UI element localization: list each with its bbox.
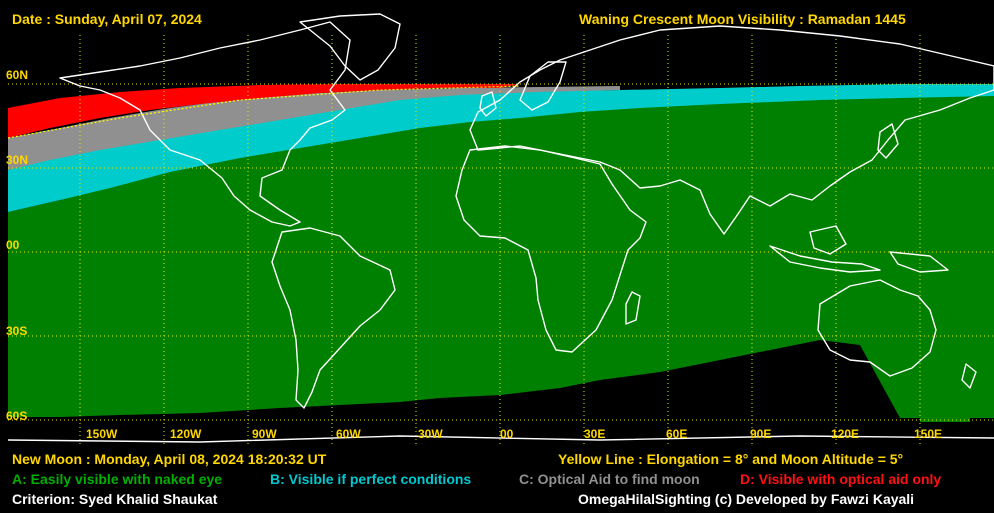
british-isles-outline: [479, 91, 497, 117]
scandinavia-outline: [519, 61, 567, 111]
yellow-line-info: Yellow Line : Elongation = 8° and Moon A…: [558, 451, 904, 467]
coastlines: [7, 13, 994, 443]
new-zealand-outline: [961, 363, 977, 389]
graticule: [8, 35, 994, 445]
south-america-outline: [271, 227, 396, 409]
madagascar-outline: [625, 291, 641, 325]
lon-label-60e: 60E: [666, 427, 688, 441]
indonesia-outline: [769, 245, 881, 273]
new-guinea-outline: [889, 251, 949, 273]
lon-label-90e: 90E: [750, 427, 772, 441]
zone-d-optical-aid-only: [8, 84, 520, 138]
lon-label-150w: 150W: [86, 427, 118, 441]
lat-label-60s: 60S: [6, 409, 28, 423]
antarctica-edge: [7, 435, 994, 443]
legend-a: A: Easily visible with naked eye: [12, 471, 223, 487]
zone-a-naked-eye: [8, 84, 994, 422]
borneo-outline: [809, 225, 847, 255]
lon-label-120e: 120E: [831, 427, 860, 441]
africa-outline: [455, 145, 647, 353]
lon-label-30e: 30E: [584, 427, 606, 441]
lat-label-60n: 60N: [6, 68, 29, 82]
lon-label-00: 00: [500, 427, 514, 441]
greenland-outline: [299, 13, 401, 81]
new-moon-info: New Moon : Monday, April 08, 2024 18:20:…: [12, 451, 327, 467]
lon-label-60w: 60W: [336, 427, 361, 441]
lon-label-90w: 90W: [252, 427, 277, 441]
lon-label-120w: 120W: [170, 427, 202, 441]
lon-label-30w: 30W: [418, 427, 443, 441]
map-title: Waning Crescent Moon Visibility : Ramada…: [579, 11, 906, 27]
eurasia-outline: [469, 25, 994, 235]
zone-c-optical-aid-find: [8, 86, 620, 170]
criterion-label: Criterion: Syed Khalid Shaukat: [12, 491, 218, 507]
date-label: Date : Sunday, April 07, 2024: [12, 11, 202, 27]
japan-outline: [877, 123, 899, 159]
lat-label-00: 00: [6, 238, 20, 252]
visibility-zones: [8, 84, 994, 422]
australia-outline: [817, 279, 937, 377]
lon-label-150e: 150E: [914, 427, 943, 441]
legend-c: C: Optical Aid to find moon: [519, 471, 700, 487]
lat-label-30s: 30S: [6, 324, 28, 338]
lat-label-30n: 30N: [6, 153, 29, 167]
north-america-outline: [59, 21, 351, 227]
legend-b: B: Visible if perfect conditions: [270, 471, 472, 487]
legend-d: D: Visible with optical aid only: [740, 471, 942, 487]
credit-label: OmegaHilalSighting (c) Developed by Fawz…: [578, 491, 915, 507]
